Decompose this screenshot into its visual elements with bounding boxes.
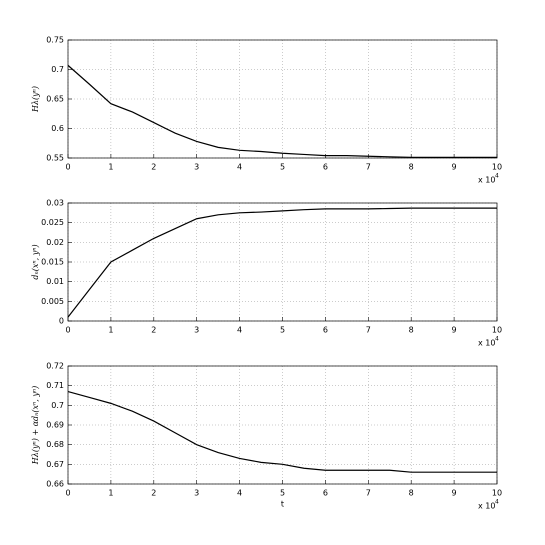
y-tick-label: 0.7 <box>51 65 64 74</box>
data-line <box>67 207 497 318</box>
axes-box <box>67 365 498 485</box>
y-tick-label: 0.025 <box>41 218 64 227</box>
x-tick-label: 9 <box>452 163 457 172</box>
x-tick-label: 5 <box>280 489 285 498</box>
x-tick-label: 7 <box>366 163 371 172</box>
x-tick-label: 6 <box>323 163 328 172</box>
y-axis-label: dₙ(xⁿ, yⁿ) <box>31 244 40 279</box>
y-tick-label: 0 <box>59 317 64 326</box>
y-tick-label: 0.6 <box>51 124 64 133</box>
x-multiplier-exponent: 4 <box>495 499 499 506</box>
y-tick-label: 0.65 <box>46 95 64 104</box>
data-line <box>67 390 497 473</box>
x-multiplier-exponent: 4 <box>495 336 499 343</box>
y-tick-label: 0.01 <box>46 277 64 286</box>
x-tick-label: 1 <box>108 326 113 335</box>
x-tick-label: 8 <box>409 489 414 498</box>
plot-area <box>68 203 497 321</box>
x-tick-label: 7 <box>366 326 371 335</box>
x-tick-label: 0 <box>65 163 70 172</box>
x-tick-label: 5 <box>280 163 285 172</box>
x-multiplier-exponent: 4 <box>495 173 499 180</box>
plot-area <box>68 40 497 158</box>
x-tick-label: 3 <box>194 163 199 172</box>
x-tick-label: 5 <box>280 326 285 335</box>
y-tick-label: 0.66 <box>46 480 64 489</box>
x-tick-label: 6 <box>323 326 328 335</box>
y-tick-label: 0.005 <box>41 297 64 306</box>
y-tick-label: 0.03 <box>46 199 64 208</box>
y-tick-label: 0.71 <box>46 381 64 390</box>
x-tick-label: 10 <box>492 326 502 335</box>
y-tick-label: 0.68 <box>46 440 64 449</box>
axes-box <box>67 39 498 159</box>
x-tick-label: 9 <box>452 489 457 498</box>
x-tick-label: 7 <box>366 489 371 498</box>
x-tick-label: 4 <box>237 489 242 498</box>
x-tick-label: 10 <box>492 489 502 498</box>
x-tick-label: 10 <box>492 163 502 172</box>
x-tick-label: 8 <box>409 163 414 172</box>
x-tick-label: 0 <box>65 489 70 498</box>
data-line <box>67 64 497 159</box>
x-tick-label: 3 <box>194 489 199 498</box>
axes-box <box>67 202 498 322</box>
x-tick-label: 0 <box>65 326 70 335</box>
x-tick-label: 3 <box>194 326 199 335</box>
y-tick-label: 0.55 <box>46 154 64 163</box>
y-tick-label: 0.67 <box>46 460 64 469</box>
x-tick-label: 4 <box>237 163 242 172</box>
x-axis-label: t <box>281 500 284 509</box>
y-axis-label: Hλ(yⁿ) <box>31 86 40 113</box>
y-tick-label: 0.02 <box>46 238 64 247</box>
y-tick-label: 0.69 <box>46 421 64 430</box>
x-multiplier: x 10 <box>478 176 495 185</box>
x-tick-label: 1 <box>108 163 113 172</box>
x-tick-label: 2 <box>151 163 156 172</box>
y-tick-label: 0.72 <box>46 362 64 371</box>
x-tick-label: 9 <box>452 326 457 335</box>
x-multiplier: x 10 <box>478 339 495 348</box>
plot-area <box>68 366 497 484</box>
y-tick-label: 0.75 <box>46 36 64 45</box>
x-tick-label: 8 <box>409 326 414 335</box>
x-tick-label: 6 <box>323 489 328 498</box>
x-tick-label: 4 <box>237 326 242 335</box>
x-tick-label: 1 <box>108 489 113 498</box>
x-tick-label: 2 <box>151 489 156 498</box>
y-tick-label: 0.7 <box>51 401 64 410</box>
x-multiplier: x 10 <box>478 502 495 511</box>
x-tick-label: 2 <box>151 326 156 335</box>
y-tick-label: 0.015 <box>41 258 64 267</box>
y-axis-label: Hλ(yⁿ) + αdₙ(xⁿ, yⁿ) <box>31 386 40 465</box>
